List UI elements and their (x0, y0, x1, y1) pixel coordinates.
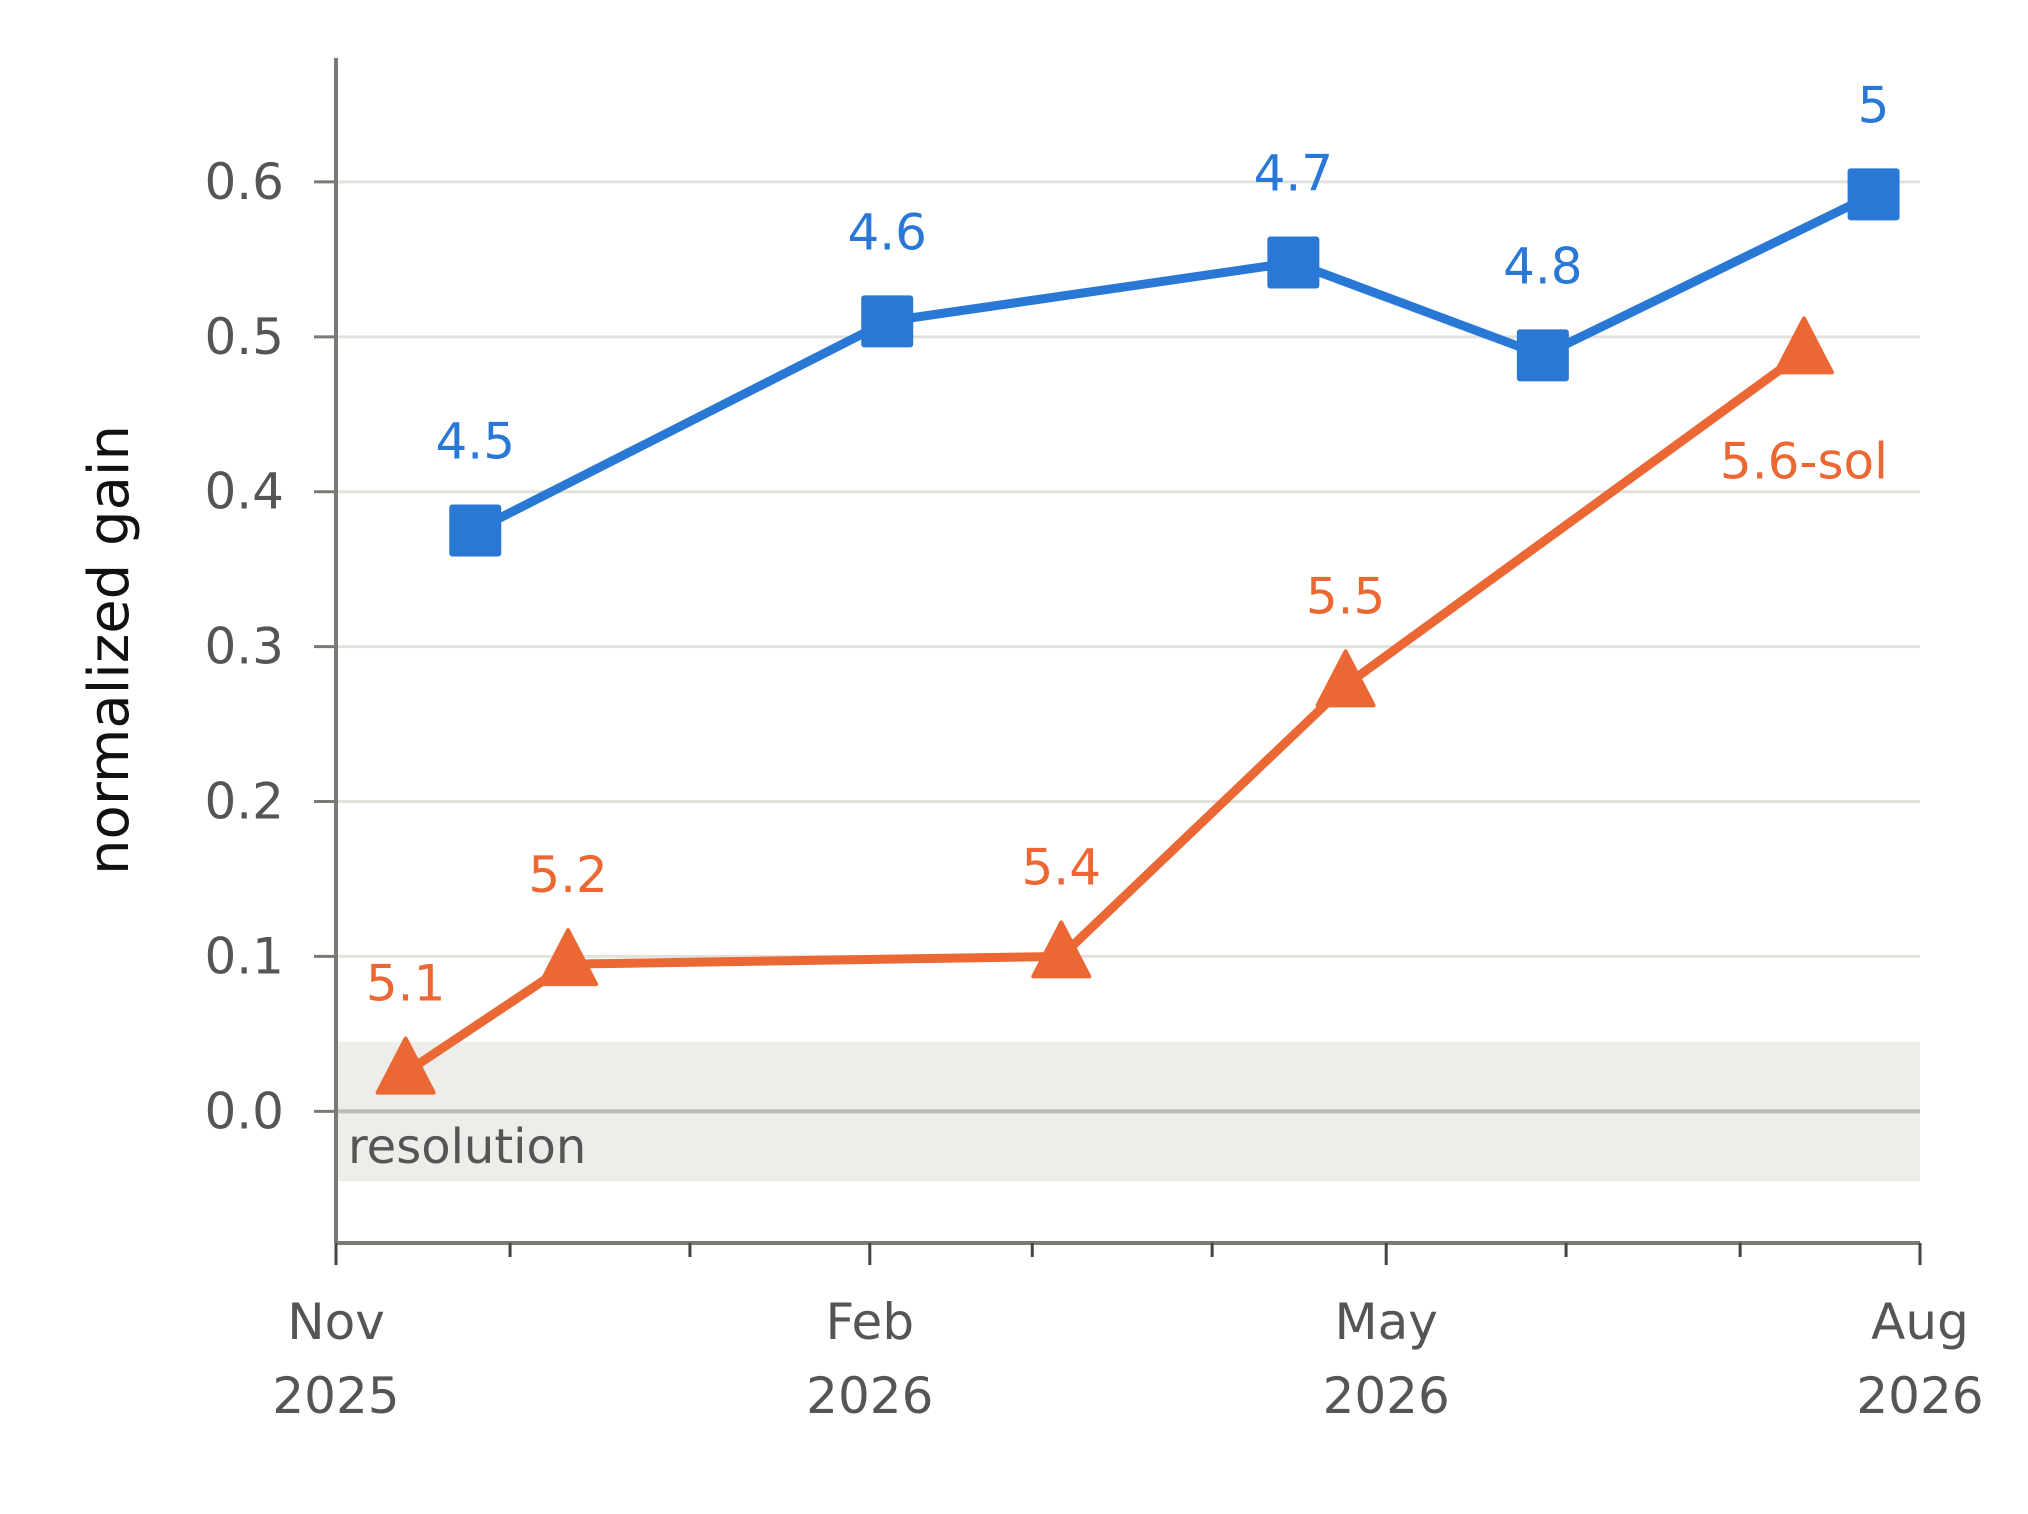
y-axis-title: normalized gain (77, 425, 142, 875)
axes: 0.0 0.1 0.2 0.3 0.4 0.5 0.6 Nov 2025 Feb 2026 May 20… (204, 58, 1984, 1425)
data-point-triangle (1315, 649, 1376, 708)
y-tick-label: 0.2 (204, 773, 284, 831)
x-tick-label-month: Aug (1871, 1293, 1969, 1351)
data-point-square (1516, 329, 1569, 382)
data-point-square (1267, 236, 1320, 289)
data-point-square (1847, 168, 1900, 221)
data-label: 5.1 (366, 955, 446, 1013)
data-label: 4.5 (435, 412, 515, 470)
x-tick-label-year: 2026 (1856, 1367, 1983, 1425)
data-point-triangle (1031, 920, 1092, 979)
x-tick-label-year: 2026 (806, 1367, 933, 1425)
data-label: 5 (1858, 76, 1890, 134)
x-tick-label-year: 2026 (1323, 1367, 1450, 1425)
y-tick-label: 0.3 (204, 618, 284, 676)
y-tick-label: 0.0 (204, 1082, 284, 1140)
y-tick-label: 0.4 (204, 463, 284, 521)
y-tick-label: 0.1 (204, 927, 284, 985)
x-tick-label-month: Nov (287, 1293, 385, 1351)
data-label: 4.8 (1503, 237, 1583, 295)
data-point-triangle (1773, 316, 1834, 375)
data-point-square (449, 504, 502, 557)
data-label: 5.5 (1306, 567, 1386, 625)
data-label: 5.6-sol (1720, 432, 1888, 490)
x-tick-label-year: 2025 (272, 1367, 399, 1425)
series-line (470, 189, 1879, 535)
gridlines (336, 180, 1920, 1114)
data-label: 4.6 (847, 203, 927, 261)
data-labels: 4.5 4.6 4.7 4.8 5 5.1 5.2 5.4 5.5 5.6-sol (366, 76, 1890, 1012)
x-tick-label-month: Feb (826, 1293, 915, 1351)
y-tick-label: 0.6 (204, 153, 284, 211)
data-label: 4.7 (1254, 144, 1334, 202)
data-point-square (861, 295, 914, 348)
x-tick-label-month: May (1335, 1293, 1438, 1351)
data-label: 5.2 (528, 846, 608, 904)
series (375, 168, 1900, 1095)
y-tick-label: 0.5 (204, 308, 284, 366)
data-point-triangle (375, 1036, 436, 1095)
data-point-triangle (538, 928, 599, 987)
resolution-band-label: resolution (348, 1119, 586, 1175)
data-label: 5.4 (1022, 838, 1102, 896)
